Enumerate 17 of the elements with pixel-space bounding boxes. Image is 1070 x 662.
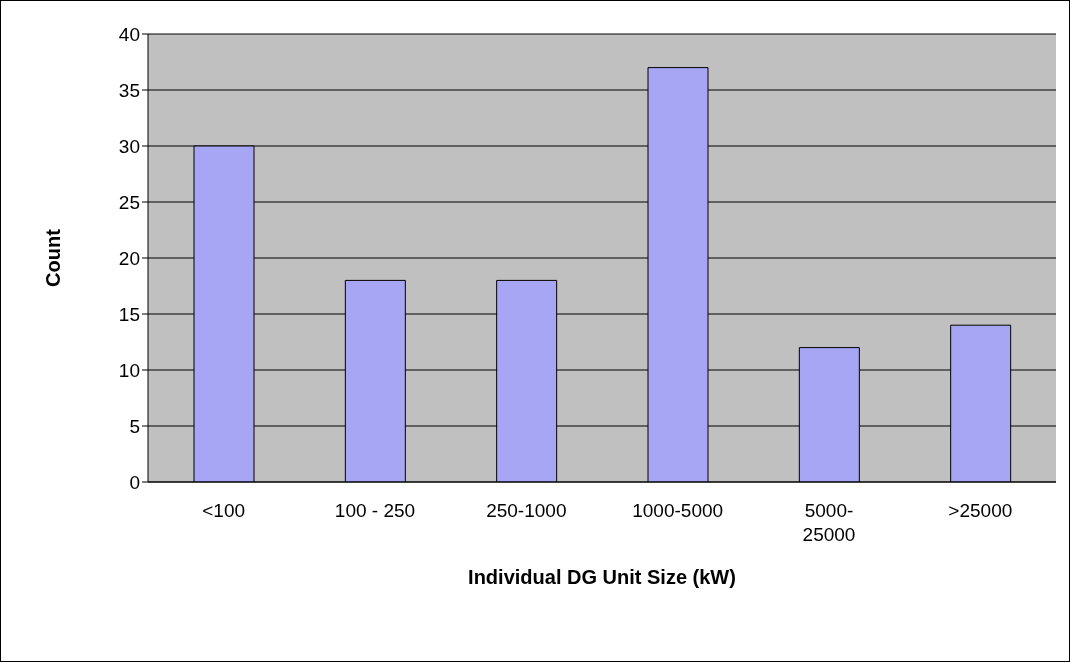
y-tick-label: 5: [129, 415, 140, 437]
x-tick-label: 1000-5000: [632, 500, 724, 522]
y-tick-label: 10: [118, 359, 140, 381]
y-tick-label: 40: [118, 23, 140, 45]
x-tick-label: 5000-25000: [802, 500, 856, 546]
y-tick-label: 20: [118, 247, 140, 269]
x-axis-title: Individual DG Unit Size (kW): [468, 566, 736, 588]
x-tick-label: 250-1000: [486, 500, 567, 522]
x-tick-label: 100 - 250: [334, 500, 416, 522]
y-tick-label: 30: [118, 135, 140, 157]
y-tick-label: 0: [129, 471, 140, 493]
y-axis-title: Count: [42, 228, 65, 287]
y-tick-label: 15: [118, 303, 140, 325]
y-tick-label: 25: [118, 191, 140, 213]
x-tick-label: <100: [202, 500, 246, 522]
y-tick-label: 35: [118, 79, 140, 101]
x-tick-label: >25000: [948, 500, 1013, 522]
